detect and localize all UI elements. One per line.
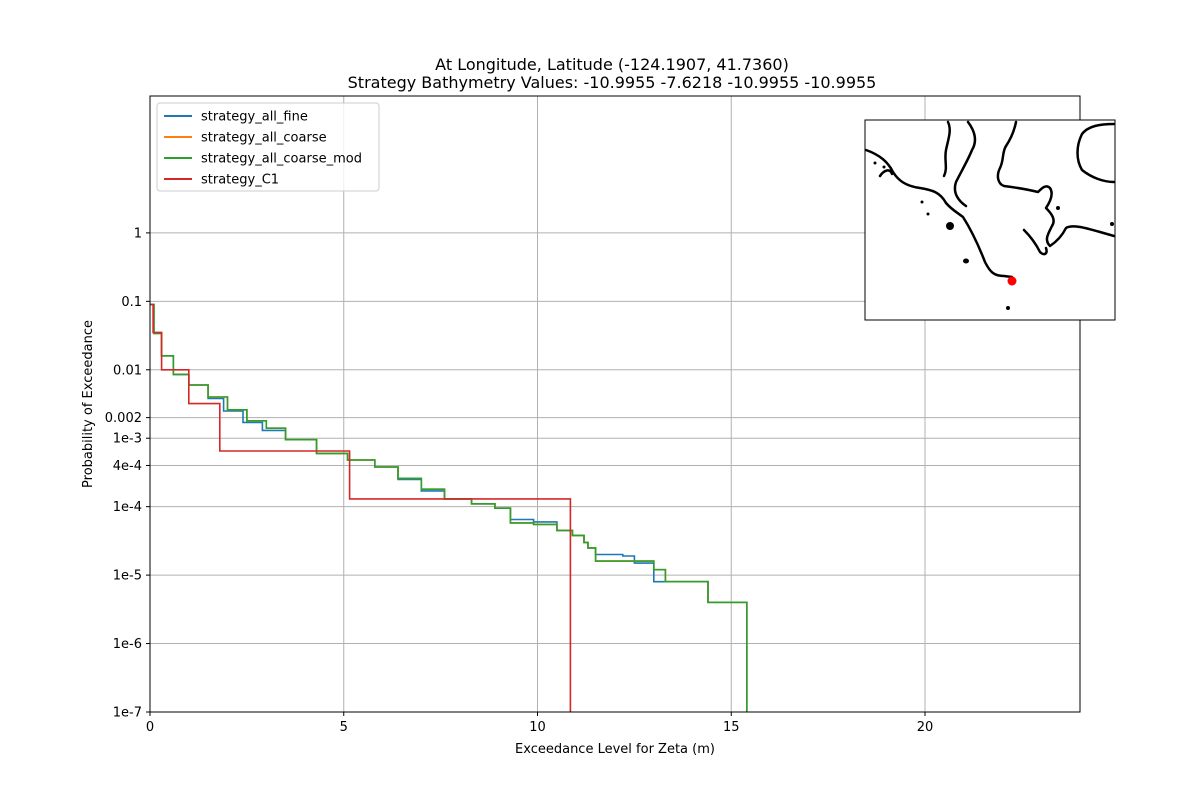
y-tick-label: 1e-7 (113, 706, 142, 721)
x-tick-label: 0 (146, 720, 154, 735)
y-tick-label: 1 (134, 226, 142, 241)
coastline-shape (1022, 228, 1048, 256)
y-tick-label: 1e-4 (113, 500, 142, 515)
coastline-shape (996, 120, 1116, 248)
series-line-strategy_all_fine (150, 303, 748, 712)
legend: strategy_all_fine strategy_all_coarsestra… (156, 102, 380, 192)
island-shape (1056, 206, 1060, 210)
x-tick-label: 5 (340, 720, 348, 735)
island-shape (873, 161, 877, 165)
chart-title: At Longitude, Latitude (-124.1907, 41.73… (435, 55, 789, 74)
plot-frame (149, 95, 1081, 713)
island-shape (946, 222, 954, 230)
series-line-strategy_C1 (150, 303, 572, 712)
legend-box (156, 102, 380, 192)
location-marker (1007, 276, 1017, 286)
y-tick-label: 0.01 (113, 363, 142, 378)
series-line-strategy_all_coarse_mod (150, 303, 748, 712)
x-tick-label: 15 (723, 720, 740, 735)
island-shape (920, 200, 924, 204)
y-tick-label: 1e-6 (113, 637, 142, 652)
island-shape (926, 212, 930, 216)
y-tick-label: 0.1 (121, 295, 142, 310)
legend-label: strategy_all_coarse (201, 131, 327, 146)
legend-label: strategy_all_coarse_mod (201, 152, 362, 167)
ticks-layer: 0 5 10 15 20 1 0.1 0.01 0.002 1e-3 4e-4 1e-4 1e-5 1e-… (105, 226, 933, 735)
island-shape (1110, 222, 1114, 226)
coastline-shape (878, 169, 894, 178)
y-tick-label: 4e-4 (113, 459, 142, 474)
coastline-shape (1076, 122, 1116, 184)
grid-layer (149, 96, 1080, 713)
series-layer (150, 303, 748, 712)
inset-map (864, 119, 1116, 321)
coastline-shape (942, 120, 951, 178)
x-tick-label: 20 (917, 720, 934, 735)
y-tick-label: 0.002 (105, 411, 142, 426)
y-tick-label: 1e-3 (113, 432, 142, 447)
x-axis-label: Exceedance Level for Zeta (m) (515, 742, 715, 757)
chart-subtitle: Strategy Bathymetry Values: -10.9955 -7.… (348, 73, 877, 92)
island-shape (882, 165, 886, 169)
inset-map-frame (864, 119, 1116, 321)
coastline-shape (953, 120, 977, 208)
island-shape (963, 258, 969, 264)
coastline-shape (864, 148, 1014, 279)
y-axis-label: Probability of Exceedance (81, 320, 96, 488)
legend-label: strategy_all_fine (201, 110, 308, 125)
legend-label: strategy_C1 (201, 173, 279, 188)
island-shape (1006, 306, 1010, 310)
series-line-strategy_all_coarse (150, 303, 748, 712)
y-tick-label: 1e-5 (113, 569, 142, 584)
x-tick-label: 10 (529, 720, 546, 735)
